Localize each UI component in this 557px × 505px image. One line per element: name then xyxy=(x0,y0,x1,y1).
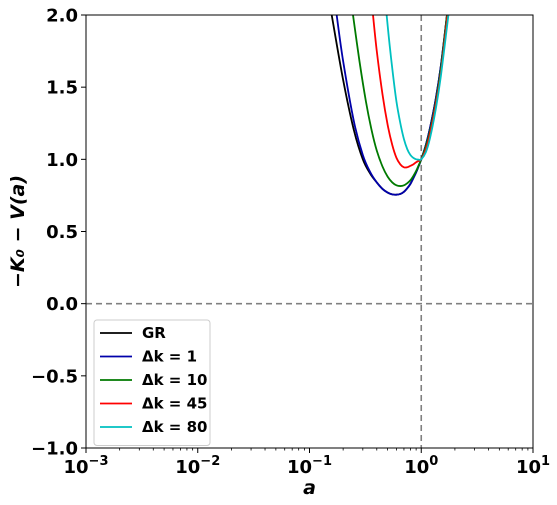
y-axis: −1.0 −0.5 0.0 0.5 1.0 1.5 2.0 xyxy=(31,6,86,460)
y-tick-label: 0.5 xyxy=(46,222,78,243)
y-tick-label: −0.5 xyxy=(31,366,78,387)
legend-label: Δk = 1 xyxy=(142,348,197,366)
y-tick-label: 2.0 xyxy=(46,6,78,27)
y-tick-label: −1.0 xyxy=(31,439,78,460)
x-tick-label: 10−1 xyxy=(287,454,332,478)
series-line-3 xyxy=(372,15,449,169)
x-tick-label: 10−3 xyxy=(63,454,108,478)
legend-label: GR xyxy=(142,324,166,342)
y-axis-label: −K₀ − V(a) xyxy=(7,175,29,288)
reference-lines xyxy=(86,15,533,448)
legend-label: Δk = 45 xyxy=(142,395,207,413)
legend-box xyxy=(93,319,211,446)
x-axis: 10−3 10−2 10−1 100 101 xyxy=(63,448,550,478)
series-layer xyxy=(330,15,450,196)
x-tick-label: 100 xyxy=(404,454,438,478)
legend-label: Δk = 10 xyxy=(142,371,207,389)
series-line-4 xyxy=(385,15,450,161)
x-tick-label: 10−2 xyxy=(175,454,220,478)
y-tick-label: 1.0 xyxy=(46,150,78,171)
x-tick-label: 101 xyxy=(516,454,550,478)
y-tick-label: 1.5 xyxy=(46,78,78,99)
legend: GR Δk = 1 Δk = 10 Δk = 45 Δk = 80 xyxy=(93,319,211,446)
y-tick-label: 0.0 xyxy=(46,294,78,315)
x-axis-label: a xyxy=(303,477,316,499)
legend-label: Δk = 80 xyxy=(142,418,207,436)
